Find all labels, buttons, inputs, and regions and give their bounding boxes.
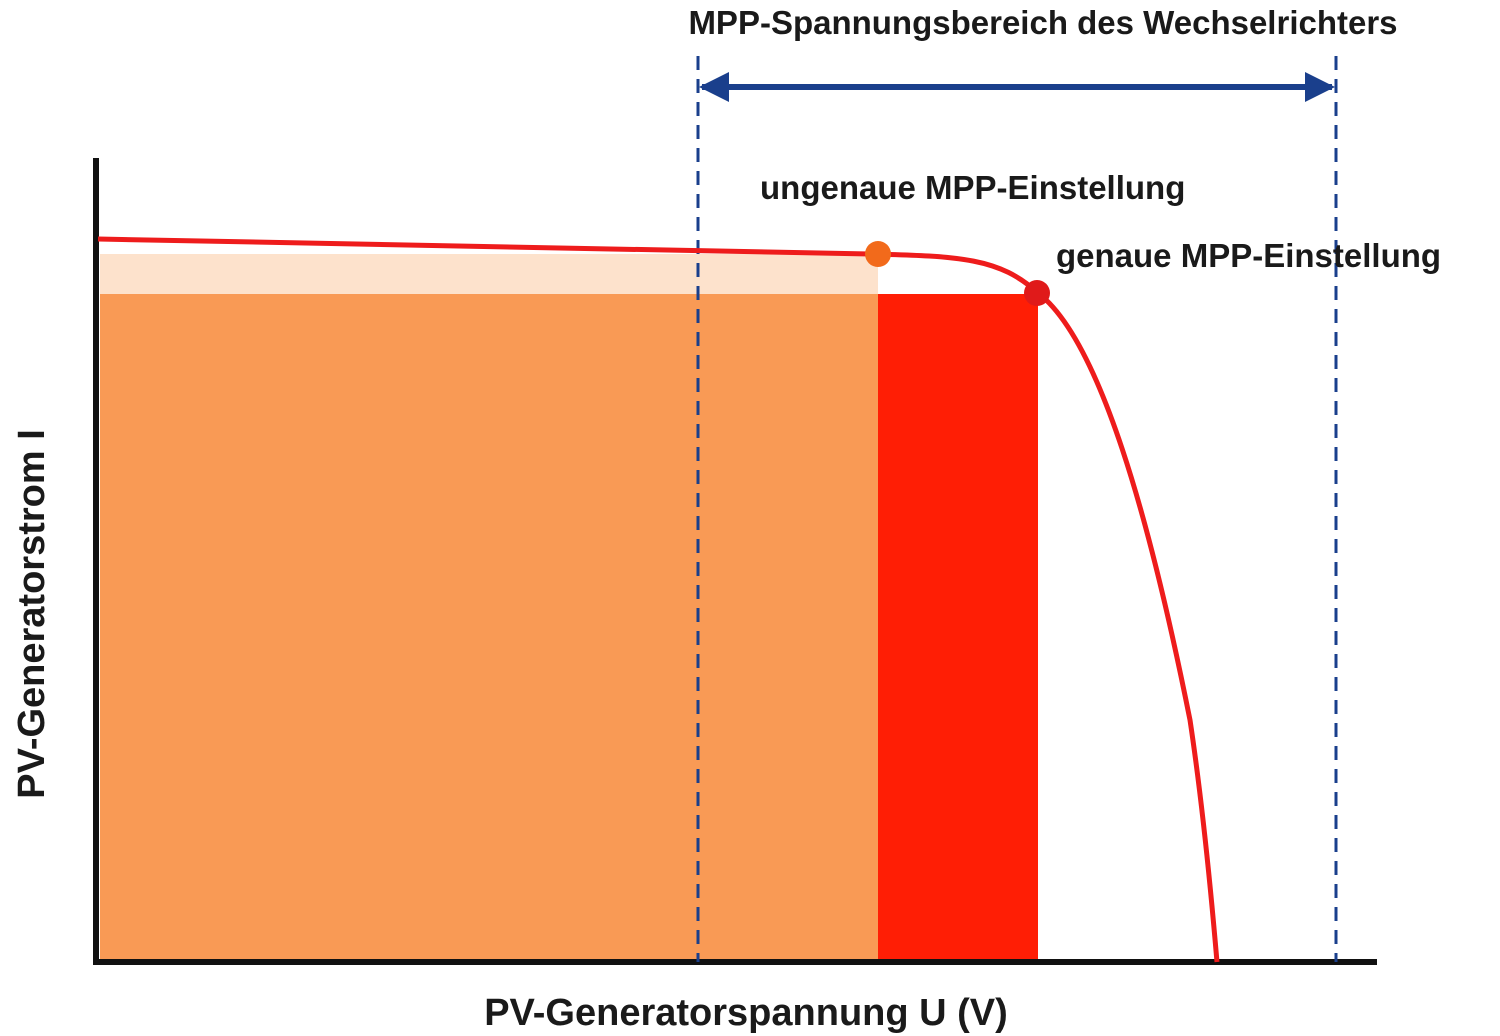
accurate-mpp-point: [1024, 280, 1050, 306]
y-axis-label: PV-Generatorstrom I: [11, 429, 53, 799]
power-area-light: [100, 254, 878, 294]
inaccurate-mpp-label: ungenaue MPP-Einstellung: [760, 169, 1185, 206]
accurate-mpp-label: genaue MPP-Einstellung: [1056, 237, 1441, 274]
x-axis-label: PV-Generatorspannung U (V): [484, 992, 1008, 1034]
power-area-inaccurate: [100, 294, 878, 961]
iv-curve: [97, 236, 1220, 963]
inaccurate-mpp-point: [865, 241, 891, 267]
range-label: MPP-Spannungsbereich des Wechselrichters: [688, 4, 1397, 41]
power-area-accurate: [878, 294, 1038, 961]
